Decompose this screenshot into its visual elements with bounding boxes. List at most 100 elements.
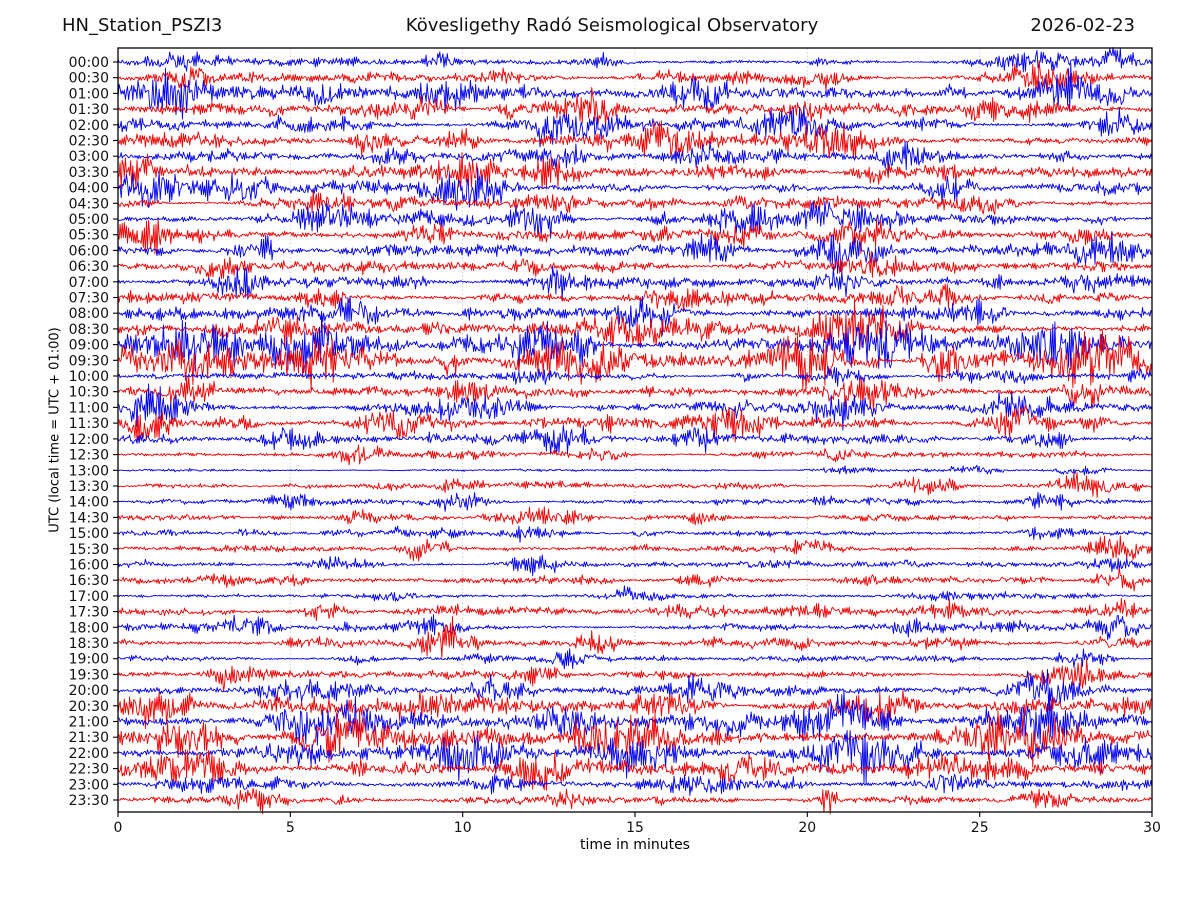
x-tick-label-15: 15: [626, 820, 644, 836]
x-tick-label-25: 25: [971, 820, 989, 836]
trace-row-16:00: [117, 554, 1153, 577]
row-label-13:30: 13:30: [69, 479, 109, 495]
row-label-01:30: 01:30: [69, 102, 109, 118]
trace-row-02:30: [117, 120, 1153, 159]
row-label-06:00: 06:00: [69, 243, 109, 259]
y-axis-label: UTC (local time = UTC + 01:00): [47, 327, 63, 533]
trace-row-14:30: [117, 506, 1153, 526]
trace-row-01:30: [117, 86, 1153, 127]
trace-row-18:00: [117, 614, 1153, 641]
row-label-04:00: 04:00: [69, 181, 109, 197]
trace-row-15:30: [117, 535, 1153, 562]
x-tick-label-20: 20: [798, 820, 816, 836]
row-label-12:00: 12:00: [69, 432, 109, 448]
row-label-20:30: 20:30: [69, 699, 109, 715]
trace-row-07:00: [117, 266, 1153, 300]
row-label-11:00: 11:00: [69, 400, 109, 416]
trace-row-23:30: [117, 787, 1153, 815]
trace-row-13:00: [117, 464, 1153, 476]
row-label-15:00: 15:00: [69, 526, 109, 542]
trace-row-11:00: [117, 383, 1153, 431]
row-label-09:00: 09:00: [69, 338, 109, 354]
row-label-09:30: 09:30: [69, 353, 109, 369]
x-tick-label-10: 10: [454, 820, 472, 836]
x-axis-label: time in minutes: [580, 837, 690, 853]
trace-row-22:00: [117, 729, 1153, 784]
row-label-17:30: 17:30: [69, 605, 109, 621]
row-label-13:00: 13:00: [69, 463, 109, 479]
row-label-08:00: 08:00: [69, 306, 109, 322]
row-label-14:30: 14:30: [69, 510, 109, 526]
row-label-07:30: 07:30: [69, 291, 109, 307]
trace-row-20:30: [117, 690, 1153, 729]
x-tick-label-0: 0: [114, 820, 123, 836]
trace-row-03:00: [117, 141, 1153, 174]
trace-row-19:30: [117, 658, 1153, 692]
row-label-16:30: 16:30: [69, 573, 109, 589]
row-label-22:00: 22:00: [69, 746, 109, 762]
trace-row-15:00: [117, 525, 1153, 543]
row-label-03:00: 03:00: [69, 149, 109, 165]
trace-row-16:30: [117, 567, 1153, 592]
x-tick-label-5: 5: [286, 820, 295, 836]
observatory-title: Kövesligethy Radó Seismological Observat…: [405, 15, 819, 36]
row-label-03:30: 03:30: [69, 165, 109, 181]
row-label-19:30: 19:30: [69, 667, 109, 683]
row-label-11:30: 11:30: [69, 416, 109, 432]
trace-row-19:00: [117, 648, 1153, 670]
row-label-15:30: 15:30: [69, 542, 109, 558]
row-label-18:30: 18:30: [69, 636, 109, 652]
trace-row-06:00: [117, 230, 1153, 275]
row-label-00:30: 00:30: [69, 71, 109, 87]
trace-row-14:00: [117, 491, 1153, 512]
trace-row-07:30: [117, 283, 1153, 312]
row-label-22:30: 22:30: [69, 762, 109, 778]
row-label-06:30: 06:30: [69, 259, 109, 275]
trace-row-17:00: [117, 585, 1153, 602]
trace-row-04:30: [117, 190, 1153, 215]
trace-row-08:00: [117, 295, 1153, 336]
trace-row-00:30: [117, 60, 1153, 93]
row-label-10:30: 10:30: [69, 385, 109, 401]
row-label-02:30: 02:30: [69, 134, 109, 150]
row-label-16:00: 16:00: [69, 558, 109, 574]
trace-row-01:00: [117, 62, 1153, 120]
trace-row-09:30: [117, 330, 1153, 391]
station-title: HN_Station_PSZI3: [62, 15, 223, 36]
trace-row-02:00: [117, 105, 1153, 148]
trace-row-13:30: [117, 472, 1153, 498]
trace-row-21:00: [117, 691, 1153, 746]
trace-row-22:30: [117, 749, 1153, 791]
row-label-14:00: 14:00: [69, 495, 109, 511]
trace-row-06:30: [117, 250, 1153, 280]
trace-row-17:30: [117, 597, 1153, 622]
row-label-10:00: 10:00: [69, 369, 109, 385]
trace-row-04:00: [117, 167, 1153, 211]
row-label-05:30: 05:30: [69, 228, 109, 244]
trace-row-05:30: [117, 218, 1153, 255]
row-label-17:00: 17:00: [69, 589, 109, 605]
trace-row-21:30: [117, 710, 1153, 768]
row-label-01:00: 01:00: [69, 86, 109, 102]
trace-row-12:00: [117, 424, 1153, 455]
trace-row-12:30: [117, 444, 1153, 466]
trace-row-00:00: [117, 47, 1153, 73]
trace-row-08:30: [117, 299, 1153, 353]
trace-row-10:30: [117, 376, 1153, 413]
row-label-23:30: 23:30: [69, 793, 109, 809]
row-label-08:30: 08:30: [69, 322, 109, 338]
trace-row-05:00: [117, 200, 1153, 239]
row-label-12:30: 12:30: [69, 448, 109, 464]
trace-row-11:30: [117, 405, 1153, 443]
x-tick-label-30: 30: [1143, 820, 1161, 836]
trace-row-03:30: [117, 152, 1153, 190]
row-label-18:00: 18:00: [69, 620, 109, 636]
row-label-02:00: 02:00: [69, 118, 109, 134]
trace-row-23:00: [117, 773, 1153, 796]
row-label-23:00: 23:00: [69, 777, 109, 793]
row-label-20:00: 20:00: [69, 683, 109, 699]
row-label-07:00: 07:00: [69, 275, 109, 291]
date-label: 2026-02-23: [1030, 15, 1135, 36]
trace-row-18:30: [117, 616, 1153, 658]
trace-row-10:00: [117, 366, 1153, 387]
